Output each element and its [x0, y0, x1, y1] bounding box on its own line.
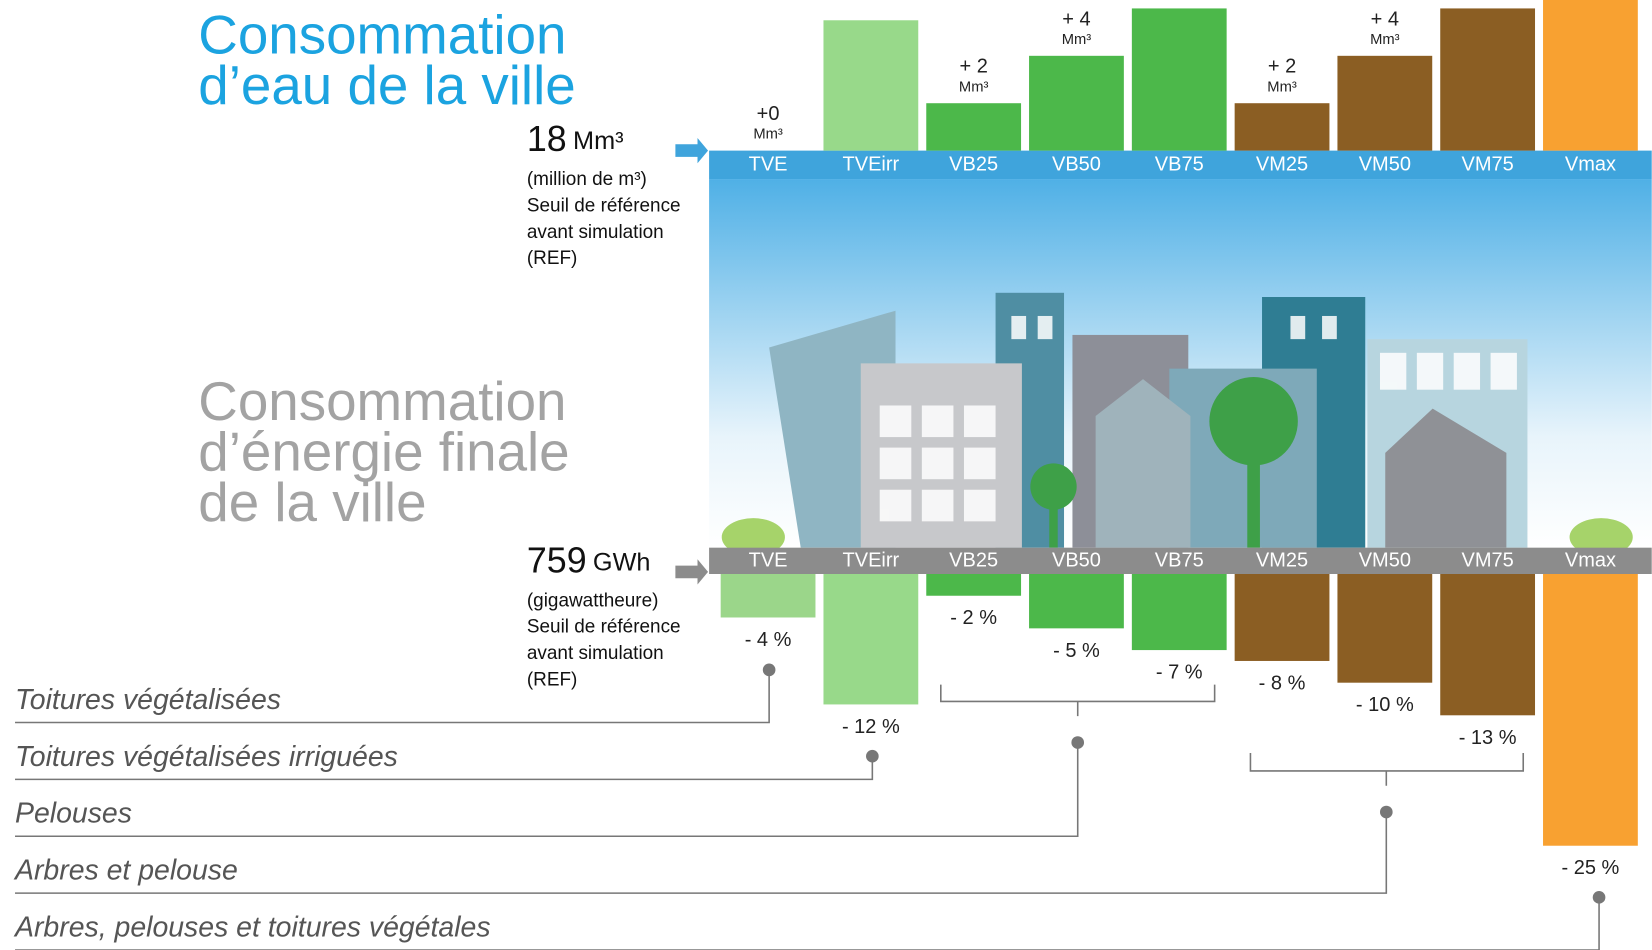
- bar: [823, 20, 919, 151]
- chart-title: Consommation: [198, 3, 566, 65]
- reference-note: (REF): [527, 669, 578, 690]
- bar: [720, 574, 816, 618]
- legend-connector: [15, 756, 874, 781]
- legend-connector: [15, 812, 1388, 894]
- reference-note: (REF): [527, 248, 578, 269]
- water-baseline-band: [709, 150, 1652, 180]
- category-label: TVEirr: [843, 154, 900, 176]
- water-arrow: [675, 137, 709, 164]
- chart-title: d’eau de la ville: [198, 54, 575, 116]
- bar: [1543, 574, 1638, 846]
- bar: [1440, 8, 1536, 151]
- bar: [1440, 574, 1536, 716]
- reference-note: Seuil de référence: [527, 617, 681, 638]
- value-label: - 2 %: [950, 607, 997, 629]
- unit-label: Mm³: [1062, 32, 1092, 48]
- legend-dot: [1379, 805, 1393, 819]
- unit-label: Mm³: [1267, 79, 1297, 95]
- bar: [926, 103, 1022, 151]
- category-label: VM50: [1359, 550, 1411, 572]
- bar: [1131, 574, 1227, 651]
- legend-label: Toitures végétalisées irriguées: [15, 741, 398, 773]
- value-label: - 5 %: [1053, 640, 1100, 662]
- legend-dot: [762, 663, 776, 677]
- legend-connector: [15, 742, 1079, 838]
- category-label: VM50: [1359, 154, 1411, 176]
- category-label: VM25: [1256, 550, 1308, 572]
- legend-dot: [866, 749, 879, 763]
- category-label: VB25: [949, 550, 998, 572]
- category-label: VM25: [1256, 154, 1308, 176]
- legend-dot: [1071, 736, 1085, 749]
- legend-label: Arbres et pelouse: [13, 855, 238, 887]
- category-label: VB25: [949, 154, 998, 176]
- reference-note: (gigawattheure): [527, 590, 659, 611]
- category-label: TVE: [749, 550, 788, 572]
- energy-baseline-band: [709, 547, 1652, 575]
- category-label: VM75: [1462, 550, 1514, 572]
- category-label: VB50: [1052, 550, 1101, 572]
- unit-label: Mm³: [753, 127, 783, 143]
- value-label: + 4: [1371, 8, 1399, 30]
- reference-note: (million de m³): [527, 169, 647, 190]
- bar: [1131, 8, 1227, 151]
- bar: [1234, 574, 1330, 661]
- reference-note: Seuil de référence: [527, 195, 681, 216]
- category-label: TVE: [749, 154, 788, 176]
- value-label: + 2: [959, 56, 987, 78]
- category-label: VB75: [1155, 550, 1204, 572]
- unit-label: Mm³: [959, 79, 989, 95]
- reference-note: avant simulation: [527, 222, 664, 243]
- bar: [1337, 574, 1433, 683]
- reference-number: 18: [527, 120, 567, 160]
- bar: [823, 574, 919, 705]
- reference-unit: Mm³: [573, 127, 624, 155]
- vb-bracket: [940, 684, 1216, 717]
- value-label: - 25 %: [1562, 857, 1620, 879]
- category-label: TVEirr: [843, 550, 900, 572]
- bar: [1029, 55, 1124, 151]
- bar: [1337, 55, 1433, 151]
- bar: [1543, 0, 1638, 151]
- chart-title: de la ville: [198, 471, 426, 533]
- legend-label: Toitures végétalisées: [15, 684, 281, 716]
- reference-value: 18 Mm³: [527, 120, 624, 160]
- value-label: + 2: [1268, 56, 1296, 78]
- category-label: VB75: [1155, 154, 1204, 176]
- legend-dot: [1592, 891, 1606, 904]
- legend-connector: [15, 897, 1600, 950]
- value-label: - 4 %: [745, 629, 792, 651]
- bar: [926, 574, 1022, 596]
- reference-value: 759 GWh: [527, 541, 651, 581]
- vm-bracket: [1249, 753, 1525, 786]
- reference-unit: GWh: [593, 548, 651, 576]
- value-label: - 8 %: [1259, 672, 1306, 694]
- value-label: - 12 %: [842, 716, 900, 738]
- value-label: +0: [757, 103, 780, 125]
- bar: [1029, 574, 1124, 629]
- energy-arrow: [675, 559, 709, 585]
- chart-title: Consommation: [198, 370, 566, 432]
- legend-connector: [15, 669, 770, 724]
- unit-label: Mm³: [1370, 32, 1400, 48]
- value-label: - 10 %: [1356, 694, 1414, 716]
- value-label: - 13 %: [1459, 727, 1517, 749]
- bar: [1234, 103, 1330, 151]
- category-label: VM75: [1462, 154, 1514, 176]
- value-label: - 7 %: [1156, 662, 1203, 684]
- chart-title: d’énergie finale: [198, 421, 569, 483]
- reference-number: 759: [527, 541, 587, 581]
- category-label: Vmax: [1565, 154, 1616, 176]
- category-label: Vmax: [1565, 550, 1616, 572]
- city-illustration: [709, 179, 1652, 557]
- category-label: VB50: [1052, 154, 1101, 176]
- legend-label: Arbres, pelouses et toitures végétales: [13, 911, 491, 943]
- reference-note: avant simulation: [527, 643, 664, 664]
- legend-label: Pelouses: [15, 798, 132, 830]
- value-label: + 4: [1062, 8, 1090, 30]
